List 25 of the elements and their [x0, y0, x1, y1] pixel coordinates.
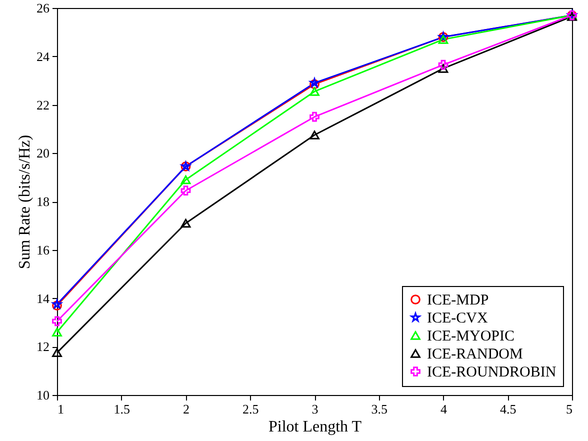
y-tick-label: 20	[36, 146, 50, 161]
y-tick-label: 16	[36, 242, 50, 258]
x-tick-label: 1.5	[114, 402, 130, 416]
y-tick-label: 24	[36, 48, 50, 64]
legend-label: ICE-RANDOM	[427, 346, 523, 362]
x-tick-label: 4	[440, 402, 448, 416]
x-tick-label: 1	[58, 402, 64, 416]
x-tick-label: 4.5	[500, 402, 516, 416]
y-tick-label: 14	[36, 290, 50, 306]
y-tick-label: 10	[36, 388, 50, 402]
y-axis-title: Sum Rate (bits/s/Hz)	[16, 134, 34, 270]
y-tick-label: 12	[36, 339, 50, 354]
x-tick-label: 2	[183, 402, 190, 416]
legend-label: ICE-MYOPIC	[427, 328, 515, 344]
y-tick-label: 22	[36, 97, 50, 112]
x-tick-label: 2.5	[242, 402, 259, 416]
legend-label: ICE-CVX	[427, 310, 488, 326]
x-axis-title: Pilot Length T	[268, 418, 362, 436]
legend-label: ICE-MDP	[427, 292, 489, 308]
x-tick-label: 5	[566, 402, 572, 416]
x-tick-label: 3	[312, 402, 318, 416]
y-tick-label: 18	[36, 194, 50, 209]
y-tick-label: 26	[36, 0, 50, 16]
legend-label: ICE-ROUNDROBIN	[427, 364, 556, 380]
x-tick-label: 3.5	[371, 402, 388, 416]
